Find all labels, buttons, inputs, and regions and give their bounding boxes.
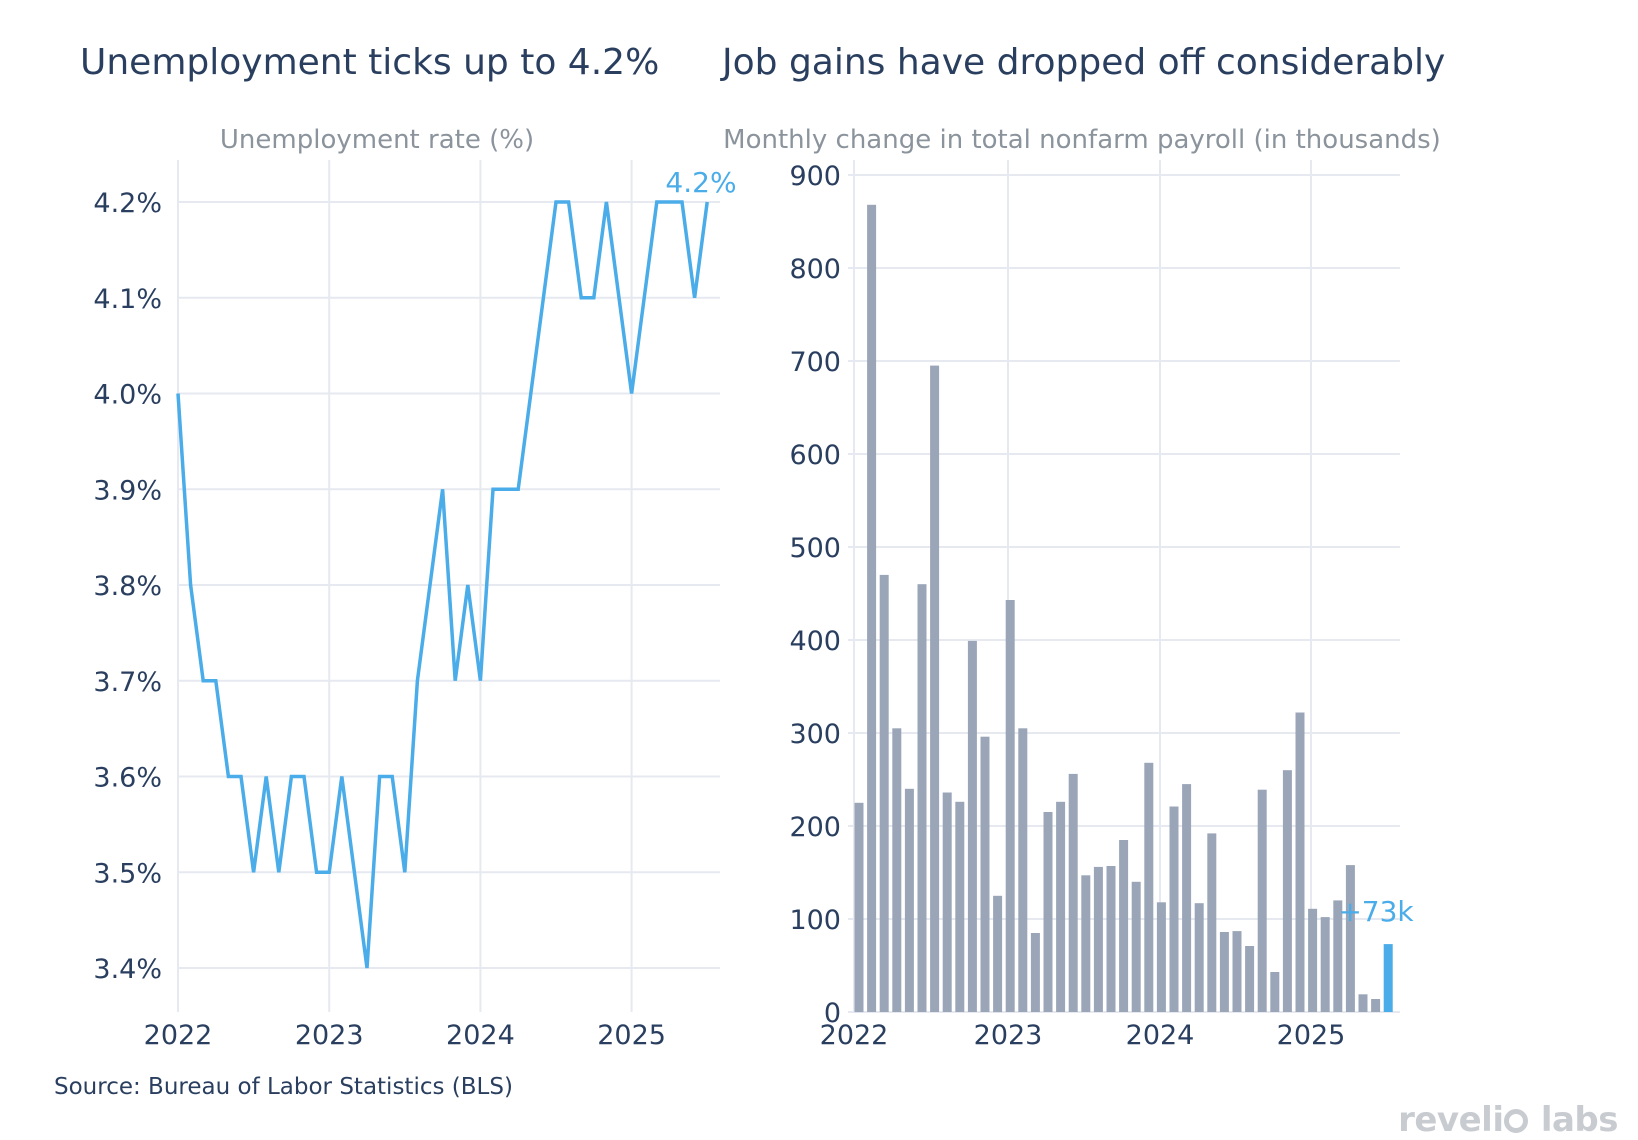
left-chart-headline: Unemployment ticks up to 4.2% bbox=[80, 42, 660, 83]
payroll-bar bbox=[1371, 999, 1381, 1012]
payroll-bar bbox=[1005, 600, 1015, 1012]
payroll-bar bbox=[1081, 875, 1091, 1012]
payroll-bar bbox=[1144, 762, 1154, 1012]
unemployment-line-chart: Unemployment rate (%) 3.4% 3.5% 3.6% 3.7% 3.… bbox=[93, 125, 736, 1051]
payroll-bar bbox=[1232, 931, 1242, 1012]
payroll-bar bbox=[1270, 972, 1280, 1012]
payroll-bar bbox=[1119, 840, 1129, 1012]
y-tick-label: 0 bbox=[824, 998, 841, 1029]
logo-circle-icon bbox=[1504, 1109, 1529, 1133]
y-tick-label: 3.4% bbox=[93, 954, 162, 985]
payroll-bar bbox=[1131, 881, 1141, 1012]
payroll-bar bbox=[942, 792, 952, 1012]
x-tick-label: 2023 bbox=[974, 1020, 1043, 1051]
payroll-bar bbox=[1245, 946, 1255, 1012]
payroll-bar bbox=[1106, 866, 1116, 1012]
payroll-bar bbox=[955, 801, 965, 1012]
y-tick-label: 800 bbox=[789, 254, 841, 285]
unemployment-chart-title: Unemployment rate (%) bbox=[220, 125, 534, 155]
payroll-bar-chart: Monthly change in total nonfarm payroll … bbox=[723, 125, 1441, 1051]
y-tick-label: 3.6% bbox=[93, 763, 162, 794]
payroll-bar bbox=[1156, 902, 1166, 1012]
y-tick-label: 300 bbox=[789, 719, 841, 750]
payroll-bar-latest bbox=[1383, 944, 1393, 1012]
x-tick-label: 2022 bbox=[820, 1020, 889, 1051]
payroll-bar bbox=[980, 736, 990, 1012]
right-chart-headline: Job gains have dropped off considerably bbox=[722, 42, 1446, 83]
logo-text-part2: labs bbox=[1540, 1100, 1619, 1140]
payroll-bar bbox=[1169, 806, 1179, 1012]
y-tick-label: 3.5% bbox=[93, 858, 162, 889]
payroll-bar bbox=[1219, 932, 1229, 1012]
y-tick-label: 3.9% bbox=[93, 475, 162, 506]
logo-text-part1: reveli bbox=[1398, 1100, 1504, 1140]
payroll-bar bbox=[1308, 908, 1318, 1012]
payroll-bar bbox=[1295, 712, 1305, 1012]
y-tick-label: 200 bbox=[789, 812, 841, 843]
payroll-bar bbox=[930, 365, 940, 1013]
payroll-bar bbox=[993, 895, 1003, 1013]
y-tick-label: 3.7% bbox=[93, 667, 162, 698]
payroll-bar bbox=[1194, 903, 1204, 1012]
y-tick-label: 700 bbox=[789, 347, 841, 378]
payroll-bar bbox=[904, 788, 914, 1012]
payroll-latest-annotation: +73k bbox=[1338, 895, 1414, 928]
payroll-bar bbox=[1030, 933, 1040, 1012]
x-tick-label: 2023 bbox=[295, 1020, 364, 1051]
payroll-bar bbox=[1345, 865, 1355, 1012]
brand-logo: reveli labs bbox=[1398, 1100, 1618, 1140]
payroll-bar bbox=[967, 640, 977, 1012]
payroll-bar bbox=[867, 204, 877, 1013]
payroll-bar bbox=[1333, 900, 1343, 1012]
source-note: Source: Bureau of Labor Statistics (BLS) bbox=[54, 1074, 513, 1100]
payroll-bar bbox=[917, 584, 927, 1012]
y-tick-label: 4.1% bbox=[93, 284, 162, 315]
payroll-bar bbox=[1207, 833, 1217, 1012]
payroll-bar bbox=[854, 802, 864, 1013]
payroll-bar bbox=[1056, 801, 1066, 1012]
payroll-bar bbox=[1182, 784, 1192, 1012]
y-tick-label: 4.0% bbox=[93, 380, 162, 411]
y-tick-label: 3.8% bbox=[93, 571, 162, 602]
payroll-bar bbox=[1358, 994, 1368, 1012]
x-tick-label: 2024 bbox=[1126, 1020, 1195, 1051]
x-tick-label: 2022 bbox=[144, 1020, 213, 1051]
payroll-bar bbox=[1320, 917, 1330, 1012]
y-tick-label: 500 bbox=[789, 533, 841, 564]
unemployment-latest-annotation: 4.2% bbox=[665, 166, 736, 199]
y-tick-label: 400 bbox=[789, 626, 841, 657]
payroll-bar bbox=[1282, 770, 1292, 1012]
unemployment-rate-line bbox=[176, 200, 709, 969]
payroll-bar bbox=[1093, 866, 1103, 1012]
x-tick-label: 2024 bbox=[446, 1020, 515, 1051]
payroll-bar bbox=[1043, 812, 1053, 1012]
payroll-bar bbox=[1018, 728, 1028, 1012]
payroll-bar bbox=[1257, 789, 1267, 1012]
payroll-chart-title: Monthly change in total nonfarm payroll … bbox=[723, 125, 1441, 155]
x-tick-label: 2025 bbox=[597, 1020, 666, 1051]
y-tick-label: 100 bbox=[789, 905, 841, 936]
y-tick-label: 600 bbox=[789, 440, 841, 471]
x-tick-label: 2025 bbox=[1277, 1020, 1346, 1051]
y-tick-label: 4.2% bbox=[93, 188, 162, 219]
payroll-bar bbox=[1068, 773, 1078, 1012]
y-tick-label: 900 bbox=[789, 161, 841, 192]
payroll-bar bbox=[892, 728, 902, 1012]
payroll-bar bbox=[879, 574, 889, 1012]
